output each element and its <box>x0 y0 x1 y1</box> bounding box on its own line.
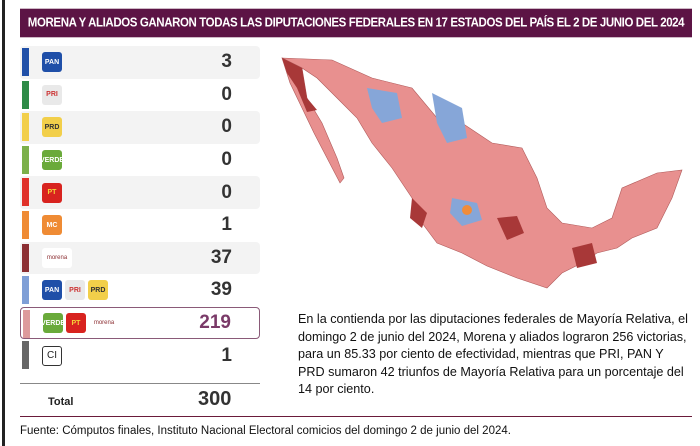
results-table: PAN 3 PRI 0 PRD 0 VERDE 0 PT 0 MC 1 morena 37 PAN PRI PR… <box>20 46 260 372</box>
pri-logo-icon: PRI <box>42 84 62 105</box>
divider <box>20 383 260 384</box>
pri-logo-icon: PRI <box>65 280 85 301</box>
seat-count: 3 <box>221 51 232 73</box>
seat-count: 1 <box>221 214 232 236</box>
left-border <box>2 0 5 446</box>
table-row: PT 0 <box>20 176 260 209</box>
party-color-bar <box>22 113 29 142</box>
party-color-bar <box>22 243 29 272</box>
seat-count: 39 <box>210 279 232 301</box>
morena-logo-icon: morena <box>42 247 72 268</box>
prd-logo-icon: PRD <box>88 280 108 301</box>
table-row: PRI 0 <box>20 79 260 112</box>
footer-divider <box>20 416 692 417</box>
table-row: VERDE 0 <box>20 144 260 177</box>
table-row: VERDE PT morena 219 <box>20 306 260 340</box>
party-color-bar <box>22 80 29 109</box>
party-color-bar <box>22 276 29 305</box>
seat-count: 0 <box>221 116 232 138</box>
map-baja <box>281 57 345 184</box>
total-value: 300 <box>198 388 232 410</box>
pan-logo-icon: PAN <box>42 52 62 73</box>
map-morena-west <box>410 198 427 228</box>
party-logos: PAN PRI PRD <box>42 280 108 301</box>
map-morena-center <box>497 216 524 240</box>
party-logos: MC <box>42 215 62 236</box>
party-color-bar <box>22 341 29 370</box>
map-pan-region-coahuila <box>432 93 467 143</box>
prd-logo-icon: PRD <box>42 117 62 138</box>
party-color-bar <box>22 48 29 76</box>
map-baja-norte <box>282 58 317 112</box>
mc-logo-icon: MC <box>42 215 62 236</box>
pan-logo-icon: PAN <box>42 280 62 301</box>
source-footnote: Fuente: Cómputos finales, Instituto Naci… <box>20 425 511 437</box>
party-logos: PRD <box>42 117 62 138</box>
summary-paragraph: En la contienda por las diputaciones fed… <box>298 312 688 396</box>
pt-logo-icon: PT <box>42 182 62 203</box>
party-logos: VERDE <box>40 150 64 171</box>
table-row: CI 1 <box>20 339 260 372</box>
party-color-bar <box>22 145 29 174</box>
map-morena-south <box>572 243 597 268</box>
party-logos: PAN <box>42 52 62 73</box>
seat-count: 37 <box>210 246 232 268</box>
verde-logo-icon: VERDE <box>40 150 64 171</box>
ci-logo-icon: CI <box>42 345 62 366</box>
pt-logo-icon: PT <box>66 313 86 334</box>
total-label: Total <box>48 396 74 408</box>
table-row: MC 1 <box>20 209 260 242</box>
party-logos: VERDE PT morena <box>41 313 119 334</box>
party-color-bar <box>22 210 29 239</box>
party-logos: CI <box>42 345 62 366</box>
table-row: morena 37 <box>20 241 260 275</box>
seat-count: 0 <box>221 181 232 203</box>
seat-count: 1 <box>221 344 232 366</box>
party-color-bar <box>23 309 30 338</box>
morena-logo-icon: morena <box>89 313 119 334</box>
party-color-bar <box>22 178 29 207</box>
mexico-district-map <box>281 57 683 289</box>
party-logos: morena <box>42 247 72 268</box>
map-mc-district <box>462 205 472 215</box>
party-logos: PT <box>42 182 62 203</box>
seat-count: 0 <box>221 149 232 171</box>
table-row: PAN 3 <box>20 46 260 79</box>
table-row: PRD 0 <box>20 111 260 144</box>
page-title: MORENA Y ALIADOS GANARON TODAS LAS DIPUT… <box>20 8 692 38</box>
table-row: PAN PRI PRD 39 <box>20 274 260 307</box>
map-pan-region-north <box>367 88 402 123</box>
seat-count: 0 <box>221 83 232 105</box>
seat-count: 219 <box>199 312 231 334</box>
verde-logo-icon: VERDE <box>41 313 65 334</box>
party-logos: PRI <box>42 84 62 105</box>
